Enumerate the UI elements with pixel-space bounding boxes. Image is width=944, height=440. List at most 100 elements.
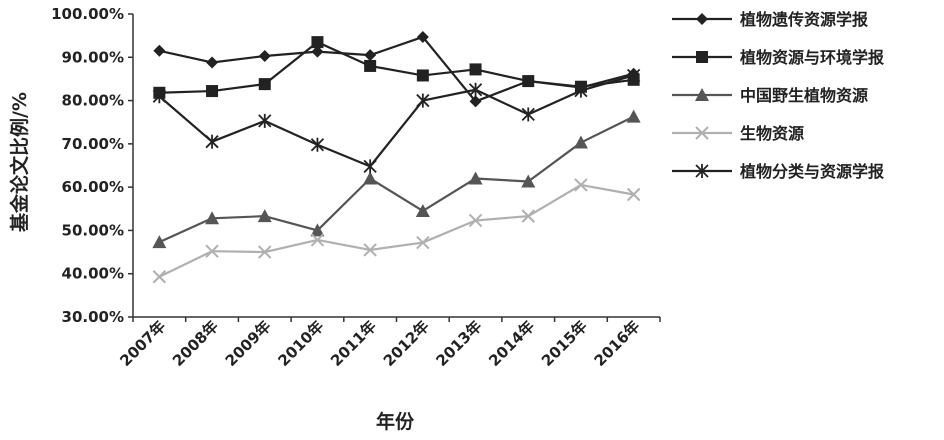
data-point	[152, 270, 167, 284]
legend-label: 植物遗传资源学报	[739, 10, 868, 29]
data-point	[468, 171, 483, 185]
x-marker-stroke	[521, 209, 535, 223]
data-point	[522, 75, 535, 88]
data-point	[311, 45, 324, 58]
data-point	[468, 213, 483, 228]
data-point	[152, 235, 167, 249]
data-point	[310, 223, 325, 237]
data-point	[364, 49, 377, 62]
data-point	[415, 203, 430, 217]
data-point	[258, 245, 272, 259]
data-point	[206, 56, 219, 69]
data-point	[258, 78, 271, 91]
legend-item-1: 植物遗传资源学报	[672, 10, 868, 29]
data-point	[364, 59, 377, 72]
legend-item-2: 植物资源与环境学报	[672, 48, 884, 67]
data-point	[521, 174, 536, 188]
data-point	[205, 211, 220, 225]
x-tick-label: 2009年	[222, 317, 275, 370]
data-point	[258, 113, 272, 128]
x-marker-stroke	[626, 187, 641, 202]
x-marker-stroke	[205, 244, 219, 258]
data-point	[626, 109, 641, 123]
data-point	[416, 93, 430, 108]
x-tick-label: 2016年	[591, 317, 644, 370]
data-point	[257, 209, 272, 223]
y-axis-title: 基金论文比例/%	[8, 92, 31, 233]
legend-item-5: 植物分类与资源学报	[672, 162, 884, 181]
x-tick-label: 2014年	[485, 317, 538, 370]
y-tick-label: 60.00%	[62, 178, 124, 196]
legend-label: 植物分类与资源学报	[739, 162, 884, 181]
legend-marker	[695, 126, 709, 140]
y-tick-label: 50.00%	[62, 221, 124, 239]
x-marker-stroke	[695, 126, 709, 140]
y-tick-label: 80.00%	[62, 92, 124, 110]
x-axis-title: 年份	[376, 410, 415, 433]
data-point	[363, 243, 377, 257]
x-marker-stroke	[574, 178, 588, 192]
y-tick-label: 90.00%	[62, 48, 124, 66]
x-marker-stroke	[310, 233, 325, 247]
data-point	[153, 44, 166, 57]
data-point	[574, 178, 588, 192]
x-tick-label: 2008年	[169, 317, 222, 370]
legend-marker	[696, 13, 708, 25]
series-4	[152, 178, 641, 284]
y-tick-label: 40.00%	[62, 265, 124, 283]
x-tick-label: 2015年	[538, 317, 591, 370]
data-point	[258, 49, 271, 62]
series-line	[158, 115, 635, 244]
x-tick-label: 2007年	[116, 317, 169, 370]
data-point	[206, 85, 219, 98]
data-point	[626, 187, 641, 202]
x-marker-stroke	[258, 245, 272, 259]
data-point	[416, 235, 430, 250]
data-point	[627, 68, 641, 83]
data-point	[310, 233, 325, 247]
data-point	[469, 95, 482, 108]
series-layer	[152, 30, 641, 284]
data-point	[573, 135, 588, 149]
series-2	[153, 36, 640, 99]
series-3	[152, 109, 641, 249]
legend-label: 生物资源	[740, 124, 804, 143]
series-5	[152, 68, 641, 174]
data-point	[521, 107, 535, 122]
data-point	[205, 244, 219, 258]
data-point	[363, 159, 377, 174]
data-point	[469, 63, 482, 76]
data-point	[416, 69, 429, 82]
x-marker-stroke	[152, 270, 167, 284]
data-point	[416, 30, 429, 43]
data-point	[574, 83, 588, 98]
legend-item-4: 生物资源	[672, 124, 804, 143]
y-tick-label: 100.00%	[51, 5, 124, 23]
data-point	[521, 209, 535, 223]
x-tick-label: 2012年	[380, 317, 433, 370]
series-line	[158, 74, 634, 168]
data-point	[152, 89, 166, 104]
data-point	[205, 134, 219, 149]
legend-item-3: 中国野生植物资源	[672, 86, 868, 105]
legend-marker	[695, 164, 709, 178]
y-tick-label: 30.00%	[62, 308, 124, 326]
x-marker-stroke	[363, 243, 377, 257]
x-marker-stroke	[468, 213, 483, 228]
legend-label: 中国野生植物资源	[740, 86, 868, 105]
legend-marker	[696, 51, 708, 63]
y-tick-label: 70.00%	[62, 135, 124, 153]
legend-label: 植物资源与环境学报	[739, 48, 884, 67]
legend-marker	[695, 88, 709, 101]
data-point	[310, 137, 325, 152]
series-line	[158, 183, 634, 278]
x-tick-label: 2013年	[433, 317, 486, 370]
data-point	[468, 82, 483, 97]
x-marker-stroke	[416, 235, 430, 250]
data-point	[311, 36, 324, 49]
x-tick-label: 2011年	[327, 317, 380, 370]
x-tick-label: 2010年	[274, 317, 327, 370]
data-point	[363, 171, 378, 185]
